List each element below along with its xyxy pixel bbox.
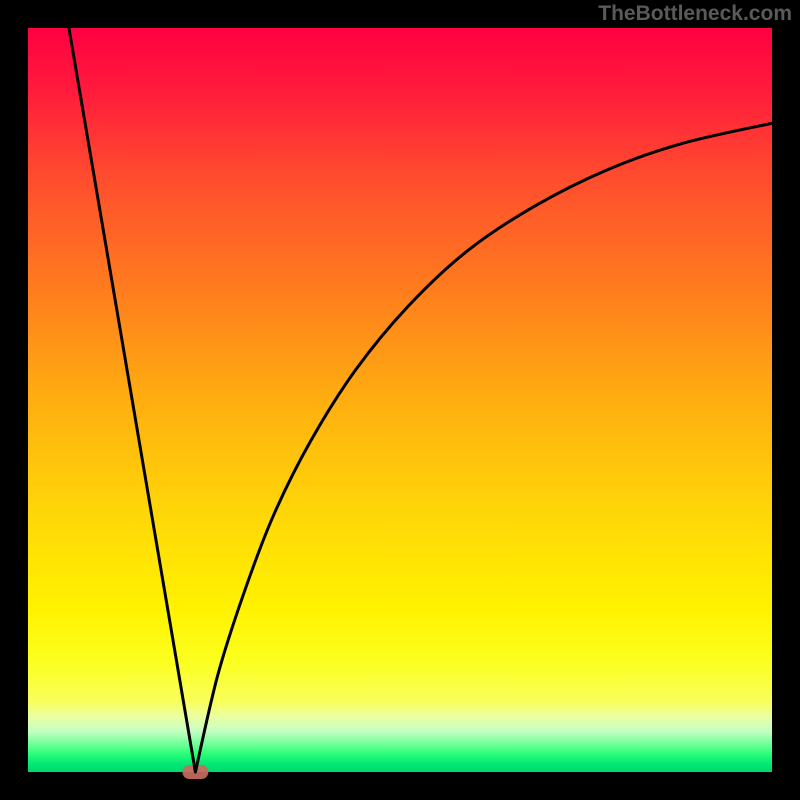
bottleneck-chart — [0, 0, 800, 800]
attribution-text: TheBottleneck.com — [598, 2, 792, 26]
chart-background-gradient — [28, 28, 772, 772]
